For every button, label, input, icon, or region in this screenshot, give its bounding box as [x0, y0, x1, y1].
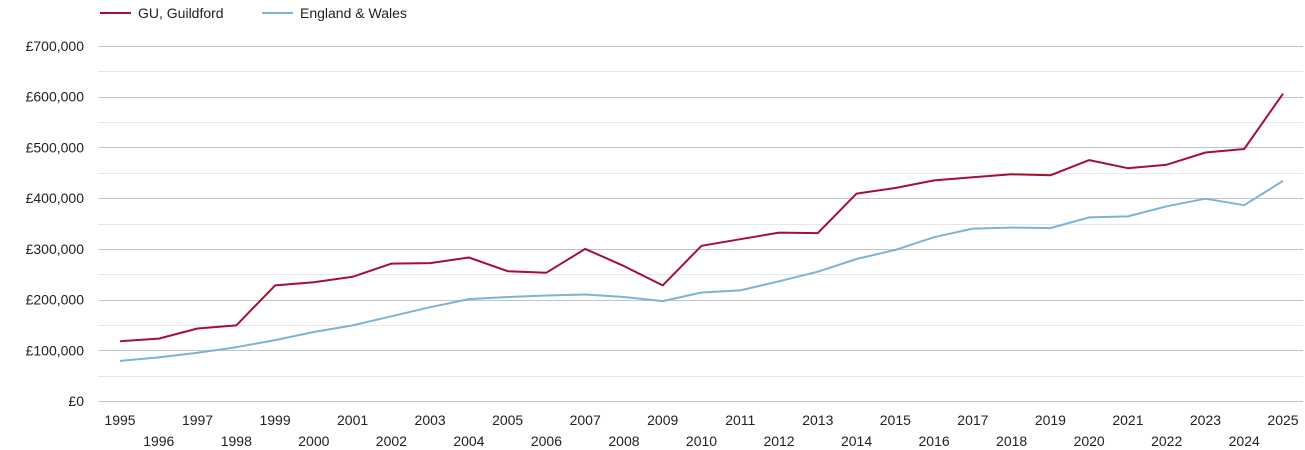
legend-label-england-wales: England & Wales: [300, 5, 407, 21]
x-tick-label: 2002: [376, 433, 407, 449]
y-tick-label: £400,000: [26, 190, 85, 206]
x-tick-label: 2024: [1229, 433, 1260, 449]
x-tick-label: 2001: [337, 412, 368, 428]
legend-label-guildford: GU, Guildford: [138, 5, 224, 21]
y-tick-label: £700,000: [26, 38, 85, 54]
x-tick-label: 2004: [453, 433, 484, 449]
y-tick-label: £300,000: [26, 241, 85, 257]
x-tick-label: 2008: [608, 433, 639, 449]
x-tick-label: 2025: [1267, 412, 1298, 428]
x-tick-label: 2014: [841, 433, 872, 449]
x-tick-label: 2010: [686, 433, 717, 449]
y-tick-label: £500,000: [26, 139, 85, 155]
series-line-guildford: [119, 93, 1284, 343]
y-tick-label: £200,000: [26, 292, 85, 308]
x-tick-label: 1995: [104, 412, 135, 428]
y-axis-tick-labels: £0 £100,000 £200,000 £300,000 £400,000 £500,0…: [26, 38, 85, 409]
x-tick-label: 2005: [492, 412, 523, 428]
x-tick-label: 2007: [570, 412, 601, 428]
series-lines: [119, 93, 1284, 362]
x-tick-label: 2020: [1074, 433, 1105, 449]
legend: GU, Guildford England & Wales: [100, 5, 407, 21]
y-tick-label: £600,000: [26, 89, 85, 105]
gridlines: [98, 46, 1303, 402]
x-tick-label: 2009: [647, 412, 678, 428]
x-tick-label: 2006: [531, 433, 562, 449]
x-tick-label: 2022: [1151, 433, 1182, 449]
x-tick-label: 2017: [957, 412, 988, 428]
x-tick-label: 2016: [919, 433, 950, 449]
x-tick-label: 2021: [1112, 412, 1143, 428]
x-tick-label: 2011: [725, 412, 755, 428]
x-tick-label: 1999: [259, 412, 290, 428]
x-axis-tick-labels: 1995 1996 1997 1998 1999 2000 2001 2002 2003 2004…: [104, 412, 1298, 449]
series-line-england-wales: [119, 180, 1284, 362]
x-tick-label: 2023: [1190, 412, 1221, 428]
x-tick-label: 1997: [182, 412, 213, 428]
x-tick-label: 1996: [143, 433, 174, 449]
x-tick-label: 2003: [415, 412, 446, 428]
x-tick-label: 2018: [996, 433, 1027, 449]
x-tick-label: 2013: [802, 412, 833, 428]
x-tick-label: 1998: [221, 433, 252, 449]
y-tick-label: £0: [68, 393, 84, 409]
x-tick-label: 2015: [880, 412, 911, 428]
x-tick-label: 2012: [763, 433, 794, 449]
y-tick-label: £100,000: [26, 342, 85, 358]
x-tick-label: 2000: [298, 433, 329, 449]
x-tick-label: 2019: [1035, 412, 1066, 428]
